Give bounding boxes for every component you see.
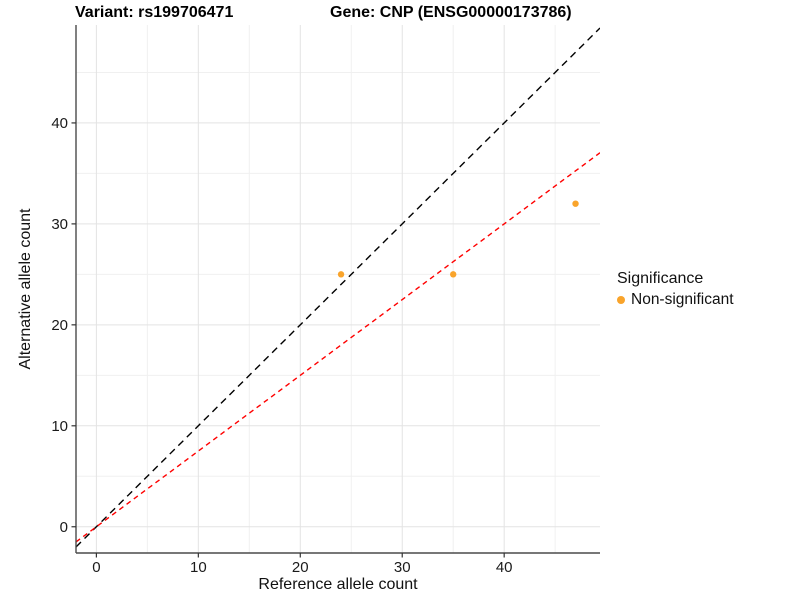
legend-item: Non-significant xyxy=(617,291,734,309)
legend-item-label: Non-significant xyxy=(631,291,734,308)
x-tick-label: 30 xyxy=(394,559,411,576)
legend-title: Significance xyxy=(617,270,704,287)
x-tick-label: 20 xyxy=(292,559,309,576)
legend: Significance Non-significant xyxy=(617,270,734,309)
fit-line xyxy=(76,152,600,543)
data-point xyxy=(572,200,579,207)
x-axis-title: Reference allele count xyxy=(258,576,418,593)
x-tick-label: 0 xyxy=(92,559,100,576)
identity-line xyxy=(76,27,600,548)
y-axis-title: Alternative allele count xyxy=(17,208,34,370)
y-tick-label: 40 xyxy=(51,115,68,132)
plot-title-gene: Gene: CNP (ENSG00000173786) xyxy=(330,4,572,21)
x-tick-label: 10 xyxy=(190,559,207,576)
data-point xyxy=(449,271,457,278)
y-tick-label: 0 xyxy=(60,519,68,536)
y-tick-label: 10 xyxy=(51,418,68,435)
data-point xyxy=(337,271,345,278)
y-tick-label: 20 xyxy=(51,317,68,334)
x-tick-label: 40 xyxy=(496,559,513,576)
y-tick-label: 30 xyxy=(51,216,68,233)
legend-point-icon xyxy=(617,296,625,304)
plot-title-variant: Variant: rs199706471 xyxy=(75,4,234,21)
